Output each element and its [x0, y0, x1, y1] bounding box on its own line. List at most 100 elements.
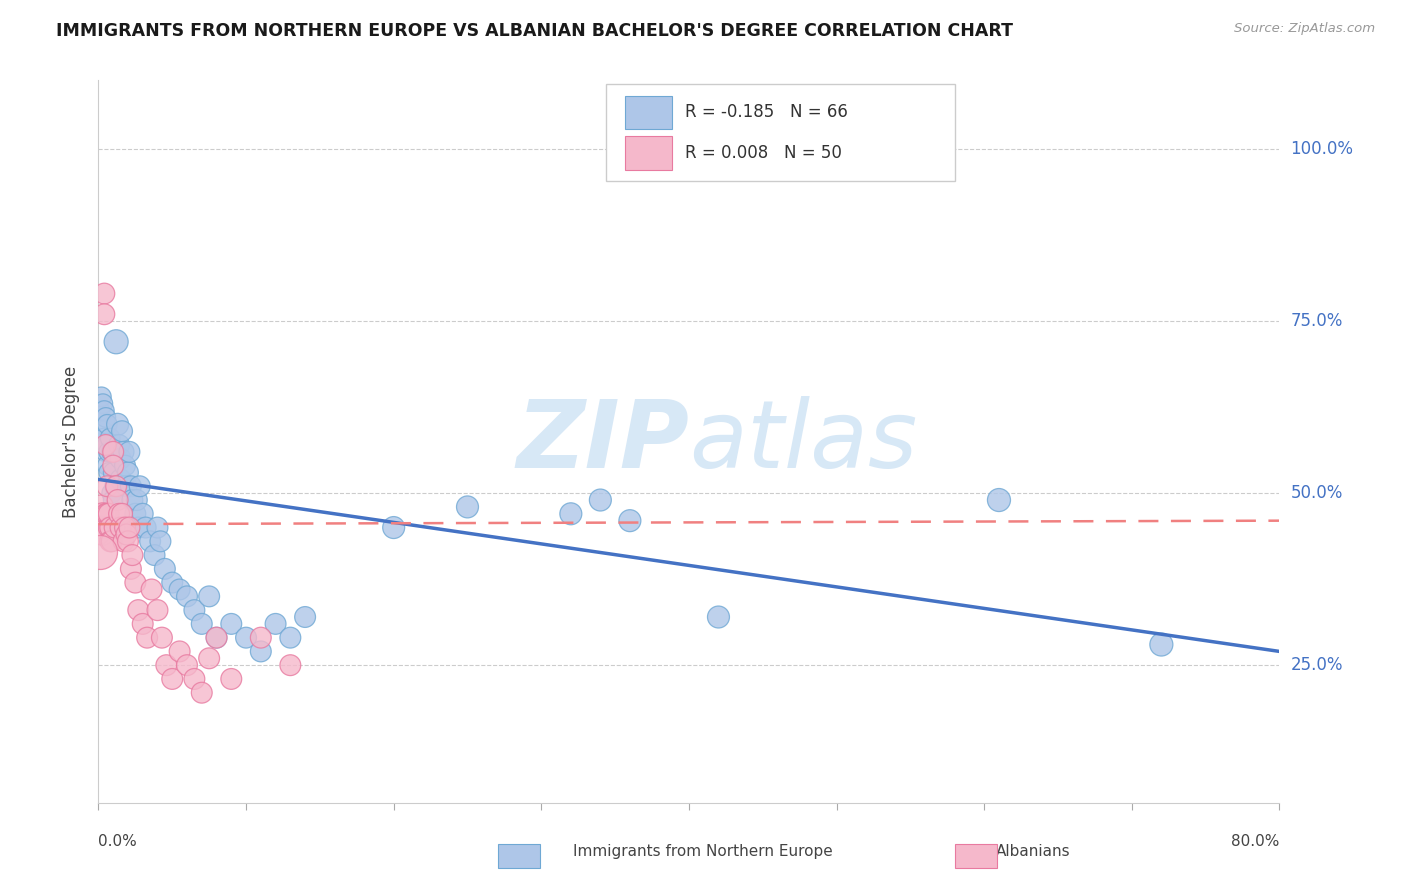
Point [183, 603, 205, 617]
Point [90, 431, 112, 445]
Text: IMMIGRANTS FROM NORTHERN EUROPE VS ALBANIAN BACHELOR'S DEGREE CORRELATION CHART: IMMIGRANTS FROM NORTHERN EUROPE VS ALBAN… [56, 22, 1014, 40]
Point [94, 445, 117, 459]
Point [100, 486, 122, 500]
Point [153, 562, 176, 576]
Point [117, 466, 139, 480]
Point [124, 575, 146, 590]
Point [120, 562, 142, 576]
Point [221, 616, 243, 631]
Point [100, 534, 122, 549]
Point [97, 445, 120, 459]
Point [115, 479, 138, 493]
Point [91, 424, 114, 438]
Point [110, 472, 132, 486]
Text: 25.0%: 25.0% [1291, 657, 1343, 674]
Point [264, 616, 287, 631]
Point [91, 507, 114, 521]
Point [96, 458, 118, 473]
Point [191, 686, 214, 700]
Point [93, 286, 115, 301]
Text: Source: ZipAtlas.com: Source: ZipAtlas.com [1234, 22, 1375, 36]
Point [100, 445, 122, 459]
Point [105, 334, 128, 349]
Point [105, 479, 128, 493]
Point [560, 507, 582, 521]
Point [89, 544, 111, 558]
Point [94, 410, 117, 425]
Point [162, 672, 183, 686]
Point [120, 479, 142, 493]
Point [149, 534, 172, 549]
Point [205, 631, 228, 645]
Point [589, 493, 612, 508]
Point [107, 493, 129, 508]
Point [191, 616, 214, 631]
Point [132, 507, 155, 521]
Point [118, 520, 141, 534]
Point [117, 534, 139, 549]
Point [205, 631, 228, 645]
Point [125, 493, 148, 508]
Point [112, 445, 135, 459]
Text: R = 0.008   N = 50: R = 0.008 N = 50 [685, 144, 842, 161]
Point [457, 500, 479, 514]
Point [124, 507, 146, 521]
Point [89, 527, 111, 541]
Point [96, 479, 118, 493]
Point [250, 631, 273, 645]
Point [707, 610, 730, 624]
Point [176, 658, 198, 673]
Point [104, 479, 127, 493]
Point [139, 534, 162, 549]
Point [382, 520, 405, 534]
Point [108, 438, 131, 452]
Point [127, 603, 149, 617]
Point [183, 672, 205, 686]
Point [94, 438, 117, 452]
Point [127, 520, 149, 534]
Point [110, 451, 132, 466]
Point [112, 534, 135, 549]
Point [250, 644, 273, 658]
Text: ZIP: ZIP [516, 395, 689, 488]
Point [94, 438, 117, 452]
Point [135, 520, 157, 534]
Point [103, 493, 125, 508]
Point [93, 431, 115, 445]
Point [121, 548, 143, 562]
Point [107, 417, 129, 432]
Point [93, 307, 115, 321]
Point [114, 520, 136, 534]
Point [1150, 638, 1173, 652]
Point [89, 507, 111, 521]
Point [91, 527, 114, 541]
Point [94, 507, 117, 521]
Y-axis label: Bachelor's Degree: Bachelor's Degree [62, 366, 80, 517]
Point [91, 397, 114, 411]
FancyBboxPatch shape [626, 95, 672, 128]
Point [103, 445, 125, 459]
Point [98, 431, 121, 445]
Point [198, 590, 221, 604]
Point [169, 644, 191, 658]
Point [136, 631, 159, 645]
Point [104, 520, 127, 534]
Text: 0.0%: 0.0% [98, 834, 138, 849]
Point [89, 403, 111, 417]
Point [235, 631, 257, 645]
Point [121, 493, 143, 508]
Point [988, 493, 1011, 508]
Text: 80.0%: 80.0% [1232, 834, 1279, 849]
Point [150, 631, 173, 645]
Point [98, 534, 121, 549]
Point [90, 390, 112, 404]
Point [118, 445, 141, 459]
Point [155, 658, 177, 673]
Point [111, 424, 134, 438]
Point [93, 403, 115, 417]
Point [96, 507, 118, 521]
Point [162, 575, 183, 590]
Point [221, 672, 243, 686]
Point [97, 507, 120, 521]
Text: Immigrants from Northern Europe: Immigrants from Northern Europe [574, 845, 832, 859]
